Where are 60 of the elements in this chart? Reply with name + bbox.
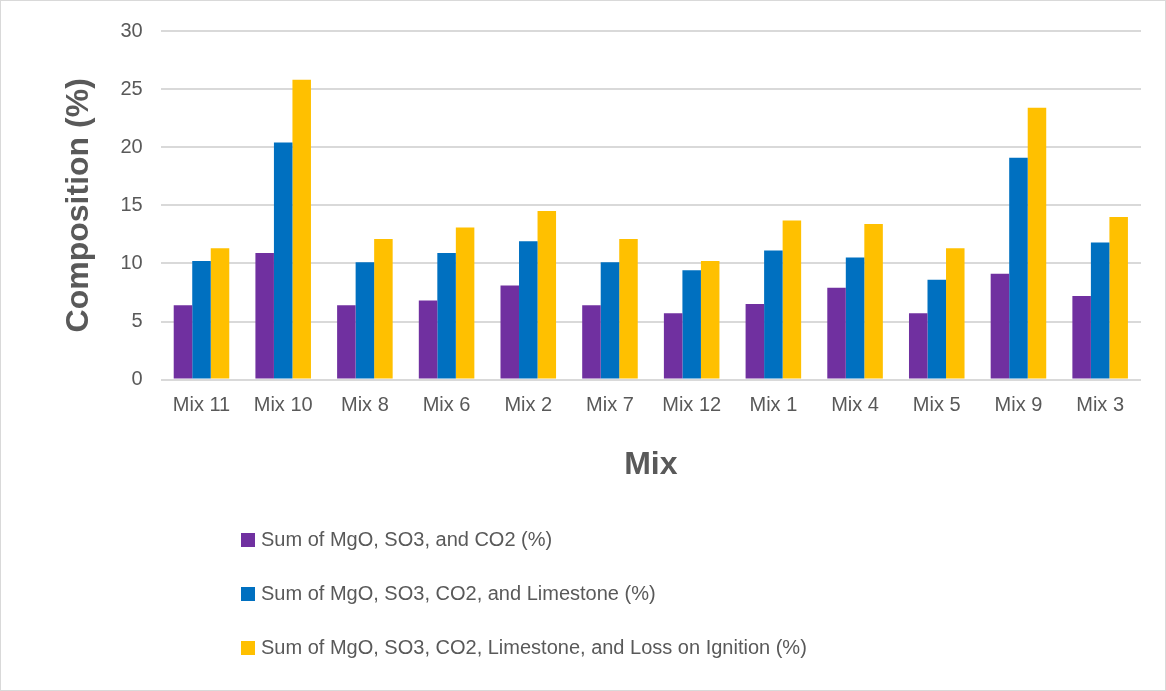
bar (455, 227, 475, 379)
bar (355, 262, 375, 379)
x-tick-label: Mix 11 (172, 393, 231, 416)
x-tick-label: Mix 10 (253, 393, 313, 416)
y-tick-label: 15 (120, 192, 143, 215)
bar (946, 248, 965, 379)
y-tick-label: 5 (131, 309, 143, 332)
x-tick-label: Mix 8 (340, 393, 389, 416)
x-tick-label: Mix 1 (749, 393, 798, 416)
x-tick-label: Mix 7 (586, 393, 634, 416)
y-tick-label: 0 (131, 367, 143, 390)
bar (210, 248, 230, 379)
bar (927, 279, 947, 379)
bar (519, 241, 538, 379)
bar (418, 300, 438, 379)
x-tick-label: Mix 9 (994, 393, 1043, 416)
bar (537, 211, 557, 379)
bar (582, 305, 601, 379)
y-tick-label: 30 (120, 18, 143, 41)
bar (500, 285, 520, 379)
bar (255, 252, 274, 379)
bar (682, 270, 701, 379)
legend-label: Sum of MgO, SO3, and CO2 (%) (261, 527, 553, 550)
bar (273, 142, 293, 379)
y-tick-label: 25 (120, 76, 143, 99)
bar (845, 257, 865, 379)
bar (864, 223, 883, 379)
bar (990, 273, 1010, 379)
bar (700, 261, 720, 379)
x-tick-label: Mix 6 (422, 393, 471, 416)
bar (600, 262, 620, 379)
bar (1090, 242, 1110, 379)
bar (782, 220, 802, 379)
bar (827, 287, 846, 379)
bar (192, 261, 211, 379)
y-axis-title: Composition (%) (59, 78, 96, 333)
bar (619, 239, 638, 379)
bar (745, 304, 765, 379)
bar (292, 79, 311, 379)
bar (337, 305, 356, 379)
bar (1072, 295, 1091, 379)
bar (908, 313, 928, 379)
y-tick-label: 10 (120, 250, 143, 273)
x-tick-label: Mix 3 (1076, 393, 1125, 416)
bar (1027, 107, 1047, 379)
y-tick-label: 20 (120, 134, 143, 157)
x-tick-label: Mix 5 (912, 393, 961, 416)
bar (764, 250, 783, 379)
bar (1109, 216, 1128, 379)
bar (663, 313, 683, 379)
x-tick-label: Mix 12 (662, 393, 722, 416)
x-tick-label: Mix 2 (504, 393, 553, 416)
x-axis-title: Mix (624, 444, 678, 481)
x-tick-label: Mix 4 (831, 393, 879, 416)
bar (1009, 157, 1028, 379)
bar (374, 239, 393, 379)
legend-label: Sum of MgO, SO3, CO2, Limestone, and Loss on Ignition (%) (261, 635, 807, 658)
legend-label: Sum of MgO, SO3, CO2, and Limestone (%) (261, 581, 656, 604)
bar (437, 252, 456, 379)
bar (173, 305, 193, 379)
